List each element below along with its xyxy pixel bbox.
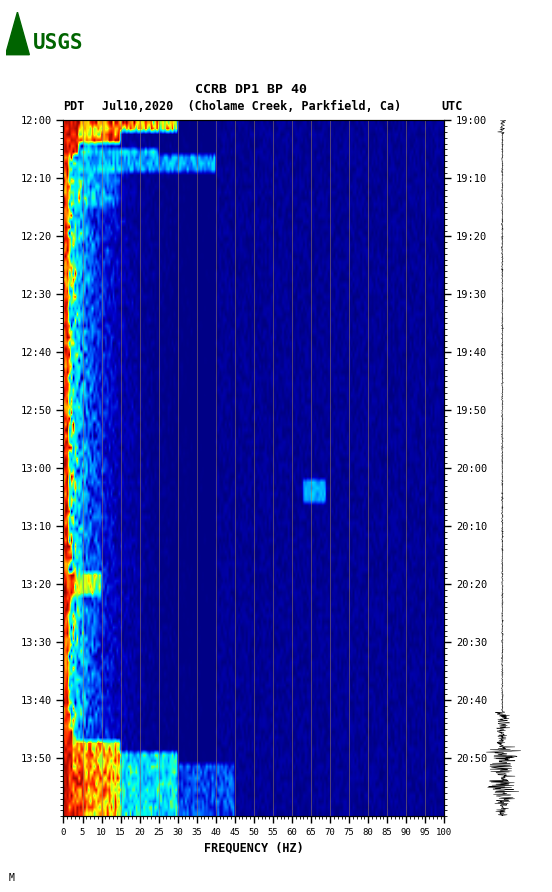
Text: M: M: [8, 873, 14, 883]
Text: PDT: PDT: [63, 100, 85, 113]
X-axis label: FREQUENCY (HZ): FREQUENCY (HZ): [204, 841, 304, 855]
Text: UTC: UTC: [442, 100, 463, 113]
Polygon shape: [6, 12, 29, 54]
Text: Jul10,2020  (Cholame Creek, Parkfield, Ca): Jul10,2020 (Cholame Creek, Parkfield, Ca…: [102, 100, 401, 113]
Text: CCRB DP1 BP 40: CCRB DP1 BP 40: [195, 83, 307, 96]
Text: USGS: USGS: [33, 33, 84, 54]
